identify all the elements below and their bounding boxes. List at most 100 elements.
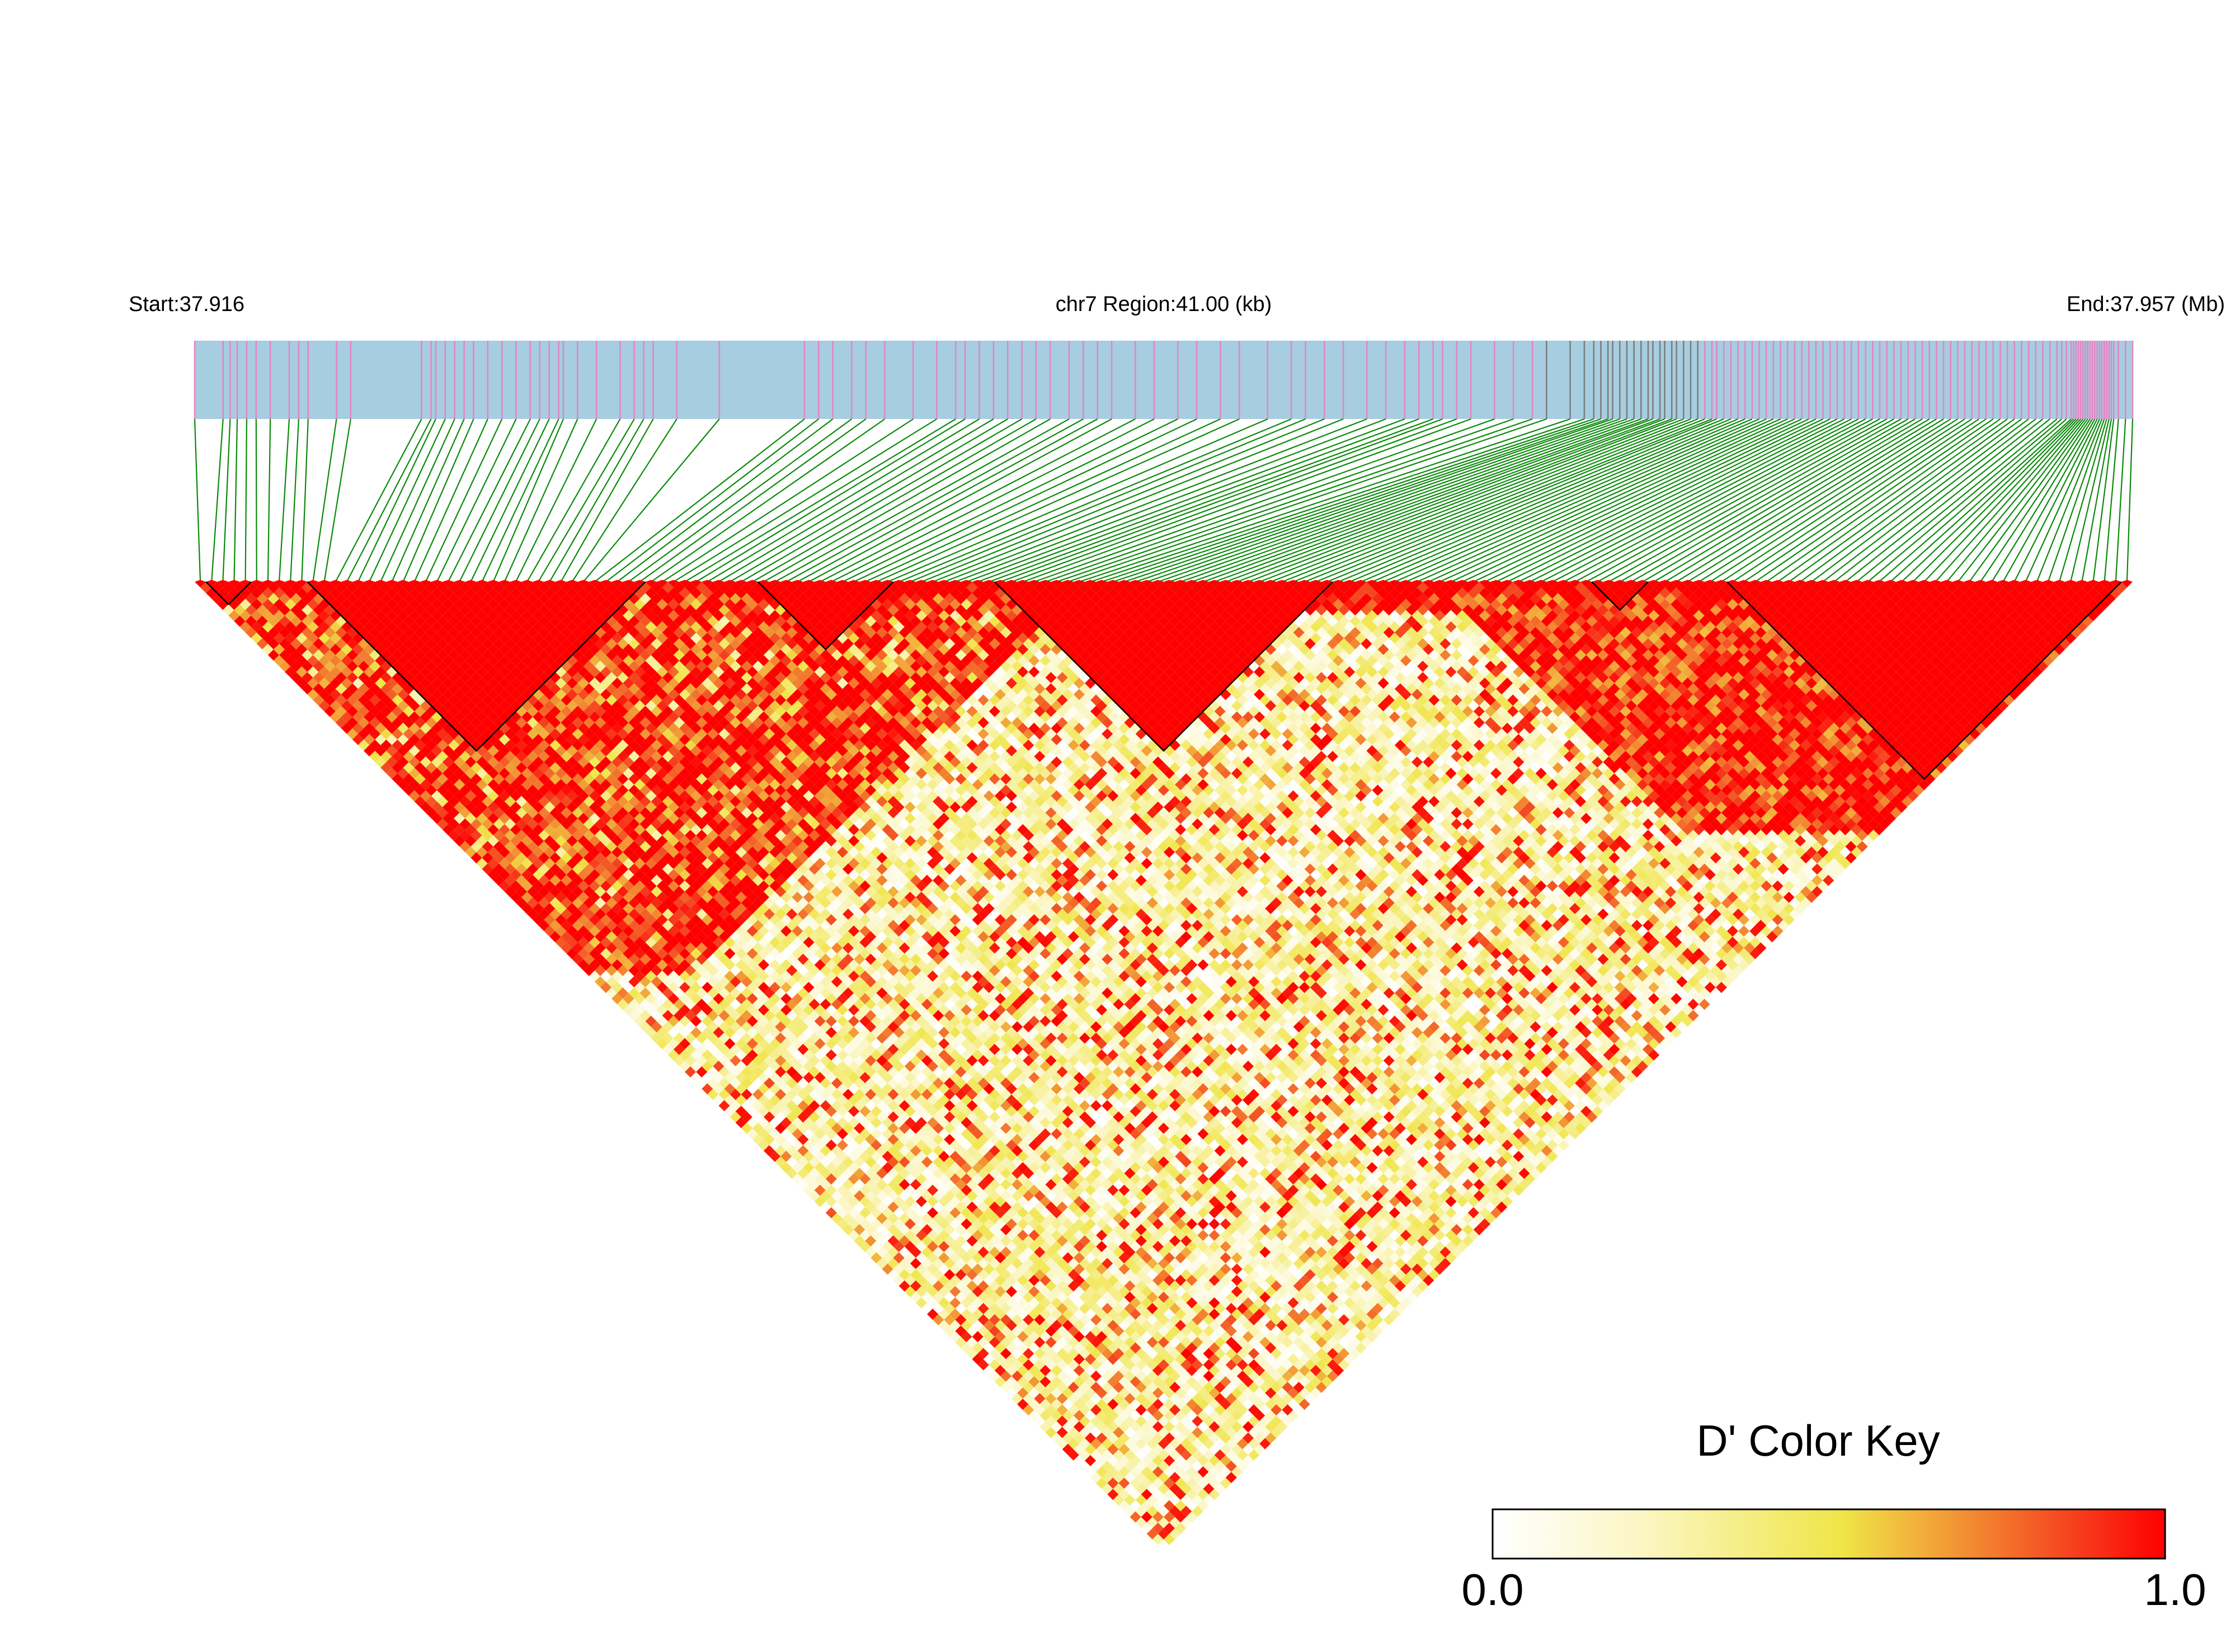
heatmap-cell: [397, 768, 409, 779]
heatmap-cell: [1805, 580, 1818, 588]
snp-connector: [966, 418, 1405, 583]
heatmap-cell: [1051, 1387, 1062, 1399]
snp-connector: [932, 418, 1344, 583]
heatmap-cell: [2110, 580, 2121, 588]
snp-connector: [1225, 418, 1665, 583]
heatmap-cell: [403, 751, 415, 763]
heatmap-cell: [803, 580, 815, 588]
heatmap-cell: [1017, 1376, 1029, 1387]
snp-connector: [402, 418, 474, 582]
heatmap-cell: [662, 1032, 674, 1044]
heatmap-cell: [735, 580, 747, 588]
heatmap-cell: [1580, 580, 1592, 588]
snp-connector: [1113, 418, 1601, 583]
heatmap-cell: [566, 914, 578, 926]
heatmap-cell: [1287, 580, 1299, 588]
heatmap-cell: [296, 580, 308, 588]
heatmap-cell: [380, 728, 392, 740]
snp-connector: [323, 418, 351, 582]
heatmap-cell: [893, 580, 905, 588]
heatmap-cell: [1423, 580, 1434, 588]
heatmap-cell: [251, 580, 262, 588]
heatmap-cell: [792, 1139, 803, 1151]
heatmap-cell: [1006, 1387, 1018, 1399]
heatmap-cell: [538, 920, 550, 931]
heatmap-cell: [538, 897, 550, 909]
heatmap-cell: [476, 580, 488, 588]
heatmap-cell: [893, 1274, 905, 1286]
snp-connector: [1777, 418, 2008, 582]
snp-connector: [582, 418, 720, 582]
heatmap-cell: [392, 773, 403, 785]
heatmap-cell: [459, 841, 471, 853]
heatmap-cell: [1761, 580, 1772, 588]
heatmap-cell: [1039, 1376, 1051, 1387]
snp-connector: [346, 418, 432, 582]
heatmap-cell: [1614, 580, 1626, 588]
heatmap-cell: [1715, 580, 1727, 588]
heatmap-cell: [871, 580, 882, 588]
heatmap-cell: [1963, 580, 1975, 588]
heatmap-cell: [1738, 580, 1750, 588]
heatmap-cell: [1006, 1342, 1018, 1354]
snp-connector: [1664, 418, 1937, 582]
snp-connector: [538, 418, 635, 582]
heatmap-cell: [893, 1252, 905, 1264]
heatmap-cell: [1242, 580, 1254, 588]
heatmap-cell: [1079, 1415, 1091, 1427]
heatmap-cell: [538, 874, 550, 886]
heatmap-cell: [944, 1280, 956, 1292]
heatmap-cell: [1546, 580, 1558, 588]
snp-connector: [910, 418, 1306, 583]
heatmap-cell: [1952, 580, 1964, 588]
heatmap-cell: [448, 807, 460, 818]
heatmap-cell: [313, 694, 324, 706]
heatmap-cell: [882, 1218, 893, 1230]
heatmap-cell: [955, 1336, 967, 1348]
heatmap-cell: [403, 762, 415, 774]
snp-connector: [211, 418, 224, 582]
heatmap-cell: [690, 1072, 702, 1084]
heatmap-cell: [487, 846, 499, 858]
heatmap-cell: [1090, 1472, 1102, 1484]
heatmap-cell: [713, 1094, 724, 1106]
heatmap-cell: [341, 689, 352, 700]
snp-connector: [459, 418, 540, 582]
heatmap-cell: [1062, 1443, 1074, 1455]
snp-connector: [2002, 418, 2096, 582]
heatmap-cell: [1941, 580, 1952, 588]
heatmap-cell: [1039, 1421, 1051, 1433]
snp-connector: [1022, 418, 1471, 583]
heatmap-cell: [561, 909, 572, 920]
heatmap-cell: [989, 1359, 1000, 1371]
heatmap-cell: [352, 711, 364, 723]
heatmap-cell: [639, 1010, 651, 1022]
heatmap-cell: [1648, 580, 1660, 588]
heatmap-cell: [1017, 1399, 1029, 1410]
snp-connector: [357, 418, 436, 582]
heatmap-cell: [921, 1280, 933, 1292]
heatmap-cell: [544, 880, 556, 892]
heatmap-cell: [1124, 1460, 1136, 1472]
heatmap-cell: [465, 835, 477, 847]
snp-connector: [2081, 418, 2112, 582]
heatmap-cell: [724, 1105, 736, 1117]
heatmap-cell: [555, 891, 567, 903]
heatmap-cell: [1017, 1353, 1029, 1365]
heatmap-cell: [533, 580, 544, 588]
heatmap-cell: [414, 796, 426, 807]
heatmap-cell: [566, 902, 578, 915]
heatmap-cell: [498, 846, 510, 858]
heatmap-cell: [1113, 1472, 1124, 1484]
heatmap-cell: [392, 728, 403, 740]
heatmap-cell: [820, 1201, 831, 1213]
snp-connector: [707, 418, 980, 582]
heatmap-cell: [639, 976, 651, 988]
heatmap-cell: [425, 773, 437, 785]
heatmap-cell: [533, 914, 544, 926]
heatmap-cell: [628, 964, 640, 976]
heatmap-cell: [346, 683, 359, 695]
snp-connector: [1214, 418, 1660, 583]
heatmap-cell: [352, 689, 364, 700]
